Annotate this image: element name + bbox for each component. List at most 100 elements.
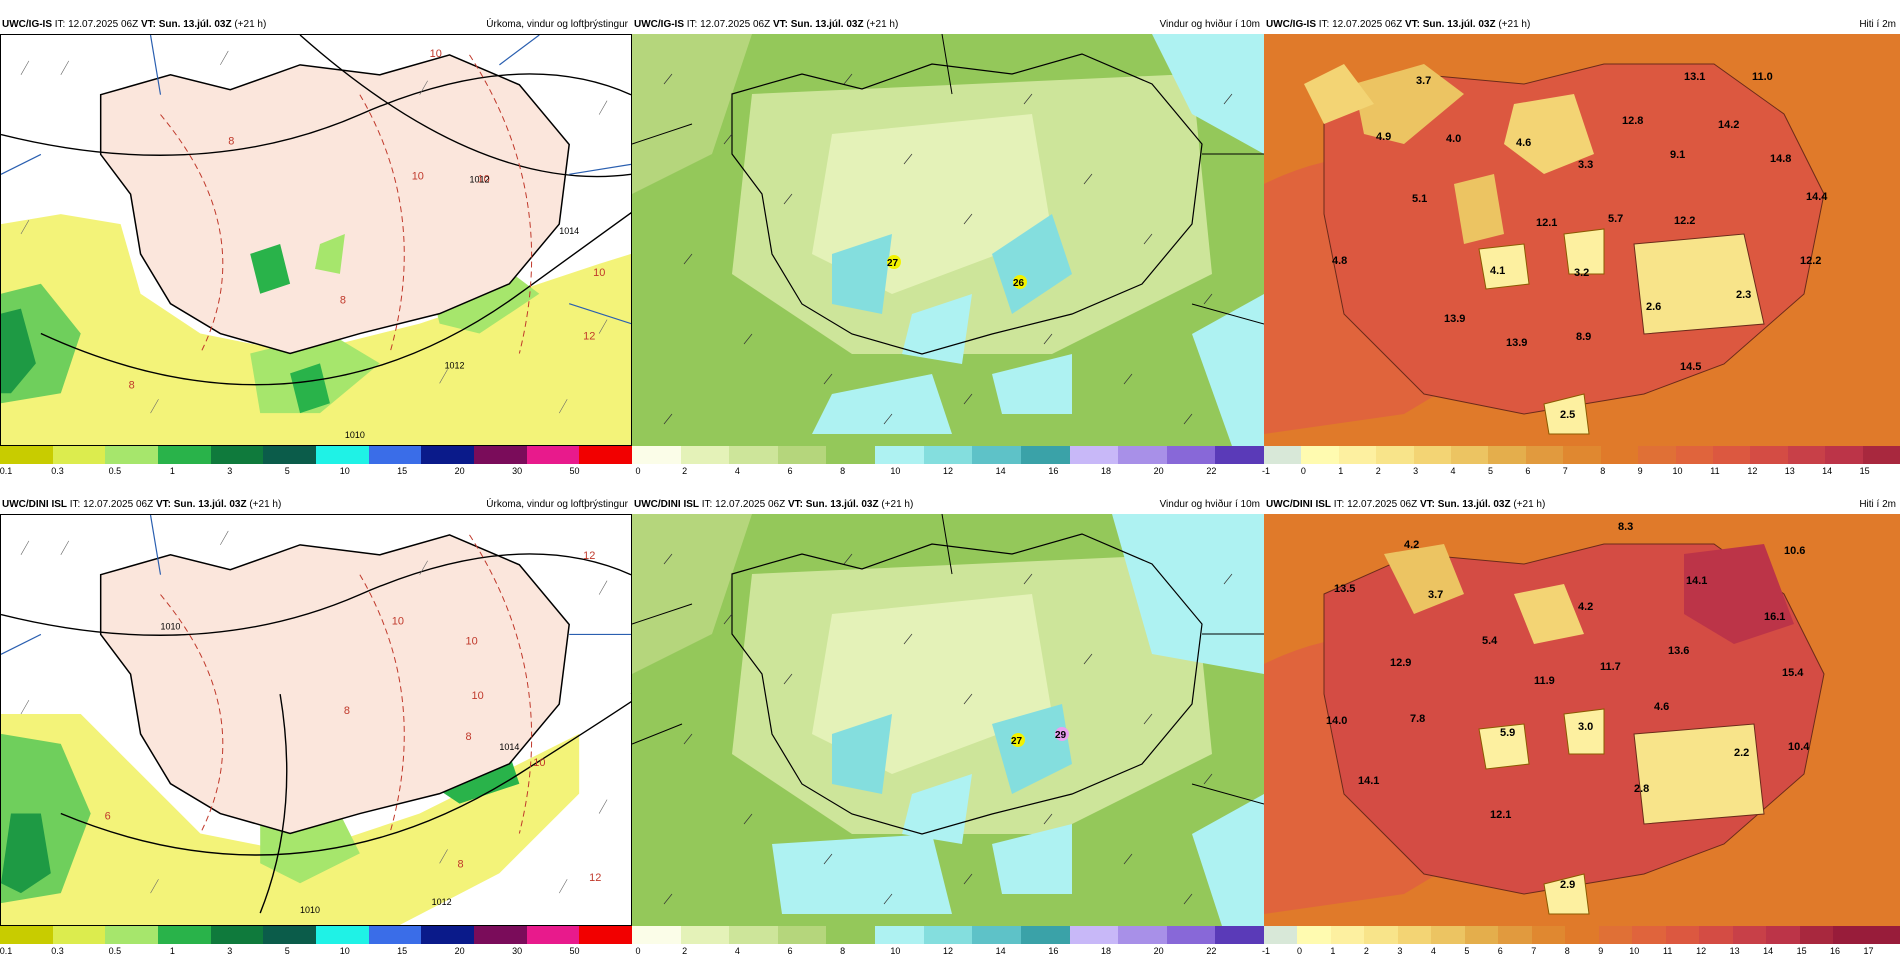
temp-label: 2.9 xyxy=(1560,879,1575,891)
colorbar-swatch xyxy=(1431,926,1466,944)
colorbar-swatch xyxy=(826,446,876,464)
colorbar-tick: 18 xyxy=(1100,466,1112,476)
colorbar-tick: 6 xyxy=(787,466,793,476)
colorbar-tick: 0.5 xyxy=(108,466,122,476)
temp-label: 3.7 xyxy=(1416,75,1431,87)
colorbar-tick: 14 xyxy=(995,946,1006,956)
colorbar-tick: 0.3 xyxy=(51,466,64,476)
temp-label: 10.6 xyxy=(1784,545,1805,557)
colorbar-swatch xyxy=(1750,446,1789,464)
colorbar-swatch xyxy=(875,446,925,464)
colorbar-swatch xyxy=(1301,446,1340,464)
colorbar-swatch xyxy=(1166,446,1216,464)
isobar-label: 12 xyxy=(583,331,595,343)
colorbar-swatch xyxy=(1787,446,1826,464)
colorbar-swatch xyxy=(316,446,369,464)
colorbar-tick: 0 xyxy=(1300,466,1306,476)
temp-label: 14.1 xyxy=(1358,775,1379,787)
colorbar-swatch xyxy=(632,926,681,944)
colorbar-tick: 6 xyxy=(1497,946,1503,956)
isobar-label: 8 xyxy=(344,705,350,717)
colorbar-tick: 9 xyxy=(1637,466,1643,476)
pressure-label: 1012 xyxy=(470,174,490,184)
colorbar-tick: 4 xyxy=(734,946,740,956)
colorbar-swatch xyxy=(1531,926,1566,944)
temp-map: 8.3 4.2 10.6 13.5 3.7 14.1 4.2 16.1 5.4 … xyxy=(1264,514,1900,926)
temp-label: 2.8 xyxy=(1634,783,1649,795)
colorbar-swatch xyxy=(105,446,159,464)
colorbar-tick: 0.1 xyxy=(0,466,13,476)
colorbar-tick: 20 xyxy=(454,946,465,956)
colorbar-swatch xyxy=(1020,926,1070,944)
temp-label: 15.4 xyxy=(1782,667,1804,679)
row1-precip-panel: UWC/IG-IS IT: 12.07.2025 06Z VT: Sun. 13… xyxy=(0,16,633,478)
issue-label: IT: xyxy=(69,499,81,510)
colorbar-tick: 18 xyxy=(1100,946,1112,956)
valid-time: Sun. 13.júl. 03Z xyxy=(805,499,879,510)
colorbar-swatch xyxy=(1638,446,1677,464)
colorbar-tick: 1 xyxy=(1338,466,1344,476)
model-name: UWC/IG-IS xyxy=(2,19,52,30)
colorbar-tick: 1 xyxy=(169,946,175,956)
model-name: UWC/DINI ISL xyxy=(634,499,699,510)
colorbar-swatch xyxy=(632,446,681,464)
colorbar-tick: 15 xyxy=(397,466,408,476)
temp-label: 12.2 xyxy=(1800,255,1821,267)
colorbar-swatch xyxy=(526,446,580,464)
temp-label: 14.2 xyxy=(1718,119,1739,131)
pressure-label: 1014 xyxy=(499,742,519,752)
colorbar-swatch xyxy=(826,926,876,944)
colorbar-tick: 0 xyxy=(635,466,641,476)
colorbar-swatch xyxy=(0,446,53,464)
valid-time: Sun. 13.júl. 03Z xyxy=(1437,499,1511,510)
panel-title: Vindur og hviður í 10m xyxy=(1159,499,1260,510)
colorbar-swatch xyxy=(368,446,422,464)
colorbar-swatch xyxy=(263,446,317,464)
precip-map: 12 10 10 10 8 8 10 6 8 12 1010 1014 1010… xyxy=(0,514,632,926)
colorbar-swatch xyxy=(1069,926,1119,944)
colorbar-swatch xyxy=(729,446,779,464)
colorbar-swatch xyxy=(875,926,925,944)
isobar-label: 10 xyxy=(477,173,489,185)
colorbar-swatch xyxy=(1020,446,1070,464)
lead-time: (+21 h) xyxy=(881,499,914,510)
panel-header: UWC/IG-IS IT: 12.07.2025 06Z VT: Sun. 13… xyxy=(1264,16,1900,34)
colorbar-tick: 16 xyxy=(1048,946,1059,956)
colorbar-tick: 14 xyxy=(1763,946,1774,956)
temp-label: 8.9 xyxy=(1576,331,1591,343)
colorbar-tick: 6 xyxy=(1525,466,1531,476)
wind-map: 27 26 xyxy=(632,34,1264,446)
colorbar-swatch xyxy=(526,926,580,944)
valid-label: VT: xyxy=(787,499,803,510)
temp-label: 3.3 xyxy=(1578,159,1593,171)
colorbar-tick: 2 xyxy=(682,946,688,956)
temp-label: 8.3 xyxy=(1618,521,1633,533)
lead-time: (+21 h) xyxy=(1513,499,1546,510)
colorbar-swatch xyxy=(972,926,1022,944)
row2-precip-panel: UWC/DINI ISL IT: 12.07.2025 06Z VT: Sun.… xyxy=(0,496,633,956)
colorbar-tick: 20 xyxy=(1153,946,1164,956)
colorbar-swatch xyxy=(1866,926,1900,944)
colorbar-swatch xyxy=(210,446,264,464)
valid-label: VT: xyxy=(772,19,788,30)
colorbar-tick: 2 xyxy=(1375,466,1381,476)
colorbar-swatch xyxy=(777,926,827,944)
lead-time: (+21 h) xyxy=(1498,19,1531,30)
issue-label: IT: xyxy=(1333,499,1345,510)
colorbar-swatch xyxy=(1413,446,1452,464)
temp-map-svg: 8.3 4.2 10.6 13.5 3.7 14.1 4.2 16.1 5.4 … xyxy=(1264,514,1900,926)
colorbar-swatch xyxy=(158,926,211,944)
colorbar-swatch xyxy=(368,926,422,944)
colorbar-tick: 20 xyxy=(454,466,465,476)
colorbar-tick: 8 xyxy=(840,946,846,956)
temp-label: 13.9 xyxy=(1444,313,1465,325)
colorbar-tick: 10 xyxy=(1672,466,1683,476)
colorbar-swatch xyxy=(923,926,973,944)
gust-label: 27 xyxy=(1011,736,1023,747)
colorbar-tick: 3 xyxy=(227,466,233,476)
wind-colorbar: 0 2 4 6 8 10 12 14 16 18 20 22 xyxy=(632,926,1265,958)
row1-temp-panel: UWC/IG-IS IT: 12.07.2025 06Z VT: Sun. 13… xyxy=(1262,16,1900,478)
temp-label: 13.9 xyxy=(1506,337,1527,349)
colorbar-swatch xyxy=(474,446,527,464)
temp-label: 14.5 xyxy=(1680,361,1701,373)
